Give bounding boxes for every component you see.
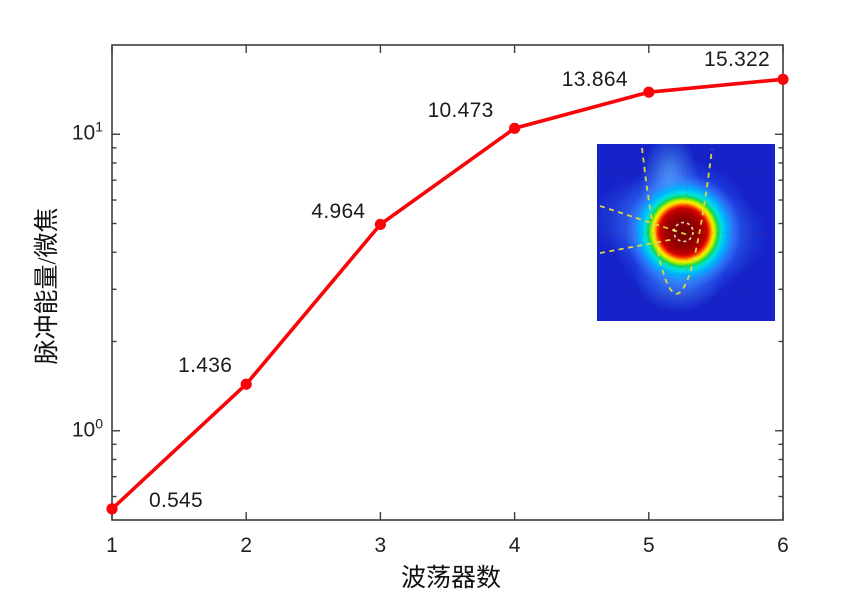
inset-dashed-ray-upper xyxy=(599,205,689,236)
data-point-marker xyxy=(240,378,252,390)
inset-beam-profile-image xyxy=(597,144,775,321)
inset-overlay xyxy=(597,144,775,321)
inset-dashed-ray-lower xyxy=(599,238,676,254)
inset-dashed-parabola xyxy=(641,147,713,295)
data-point-marker xyxy=(508,122,521,134)
data-point-marker xyxy=(106,503,118,515)
data-point-marker xyxy=(374,218,386,230)
y-axis-label: 脉冲能量/微焦 xyxy=(34,207,61,365)
data-point-marker xyxy=(643,86,655,98)
plot-border xyxy=(111,44,784,521)
x-axis-label: 波荡器数 xyxy=(400,565,502,592)
data-line xyxy=(110,77,785,511)
data-point-marker xyxy=(777,73,789,85)
inset-dashed-center-circle xyxy=(673,221,694,243)
inset-gridlines xyxy=(597,144,775,321)
